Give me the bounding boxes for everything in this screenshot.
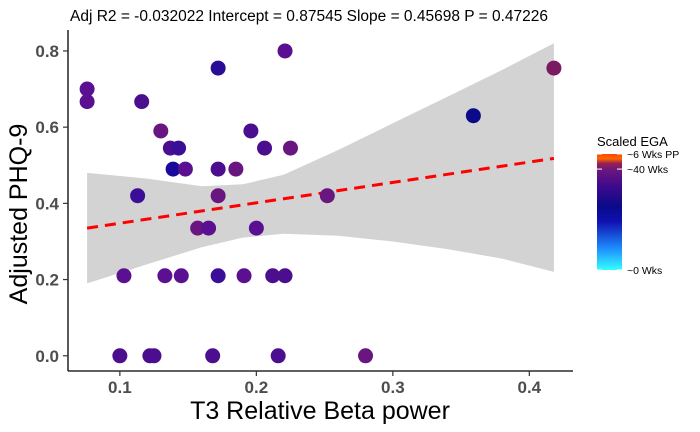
x-tick-label: 0.2 <box>245 378 269 397</box>
y-axis-title: Adjusted PHQ-9 <box>5 124 33 305</box>
data-point <box>210 60 226 76</box>
data-point <box>173 268 189 284</box>
data-point <box>116 268 132 284</box>
data-point <box>130 188 146 204</box>
data-point <box>112 348 128 364</box>
chart-title: Adj R2 = -0.032022 Intercept = 0.87545 S… <box>70 8 548 25</box>
data-point <box>277 268 293 284</box>
data-point <box>210 161 226 177</box>
data-point <box>210 268 226 284</box>
data-point <box>79 94 95 110</box>
data-point <box>165 161 181 177</box>
x-tick-label: 0.3 <box>381 378 405 397</box>
legend-label: ~40 Wks <box>627 164 668 176</box>
confidence-band-layer <box>87 43 554 284</box>
legend-colorbar <box>597 154 622 270</box>
data-point <box>134 94 150 110</box>
data-point <box>248 220 264 236</box>
x-tick-label: 0.1 <box>108 378 132 397</box>
legend: Scaled EGA ~6 Wks PP ~40 Wks ~0 Wks <box>597 134 679 277</box>
data-point <box>171 140 187 156</box>
data-point <box>190 220 206 236</box>
legend-label: ~0 Wks <box>627 265 662 277</box>
x-axis-title: T3 Relative Beta power <box>190 397 450 425</box>
data-point <box>243 123 259 139</box>
data-point <box>157 268 173 284</box>
data-point <box>79 81 95 97</box>
x-axis: 0.1 0.2 0.3 0.4 <box>68 370 573 397</box>
data-point <box>153 123 169 139</box>
confidence-band <box>87 43 554 284</box>
data-point <box>465 108 481 124</box>
y-tick-label: 0.4 <box>35 194 59 213</box>
data-point <box>257 140 273 156</box>
data-point <box>270 348 286 364</box>
y-tick-label: 0.8 <box>35 42 59 61</box>
y-axis: 0.0 0.2 0.4 0.6 0.8 <box>35 30 69 371</box>
data-point <box>546 60 562 76</box>
data-point <box>265 268 281 284</box>
data-point <box>319 188 335 204</box>
y-tick-label: 0.2 <box>35 271 59 290</box>
data-point <box>228 161 244 177</box>
data-point <box>205 348 221 364</box>
x-tick-label: 0.4 <box>518 378 542 397</box>
legend-title: Scaled EGA <box>597 134 668 149</box>
data-point <box>146 348 162 364</box>
legend-label: ~6 Wks PP <box>627 149 679 161</box>
data-point <box>177 161 193 177</box>
data-point <box>201 220 217 236</box>
y-tick-label: 0.0 <box>35 347 59 366</box>
data-point <box>277 43 293 59</box>
data-point <box>282 140 298 156</box>
y-tick-label: 0.6 <box>35 118 59 137</box>
data-point <box>236 268 252 284</box>
data-points-layer <box>79 43 562 364</box>
data-point <box>210 188 226 204</box>
data-point <box>358 348 374 364</box>
plot-area <box>79 43 562 364</box>
